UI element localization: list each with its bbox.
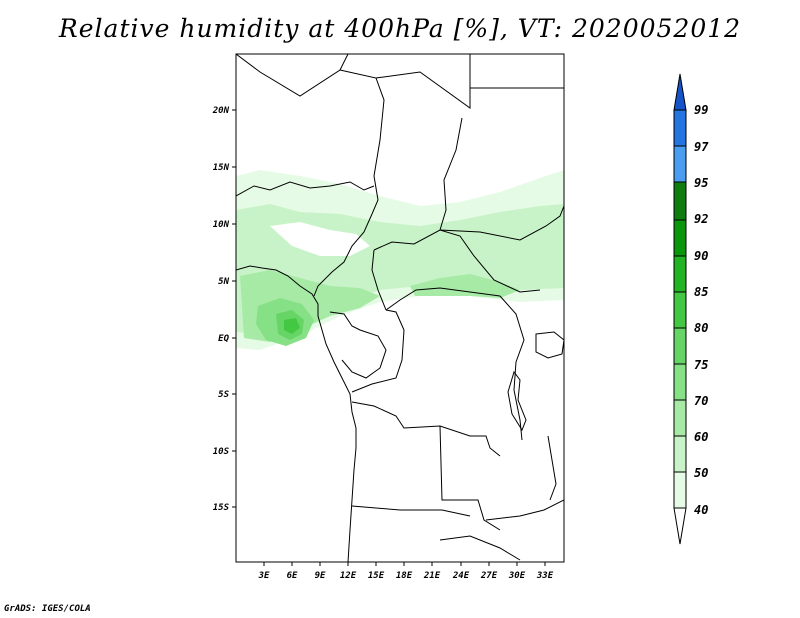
lon-label-21e: 21E <box>423 571 441 581</box>
lon-label-9e: 9E <box>315 571 326 581</box>
lon-label-30e: 30E <box>508 571 526 581</box>
colorbar-label-99: 99 <box>694 103 708 117</box>
map-frame <box>235 53 565 563</box>
colorbar-bottom-triangle <box>673 507 687 545</box>
lon-label-3e: 3E <box>258 571 270 581</box>
border-congo-drc <box>351 309 405 393</box>
lon-label-12e: 12E <box>340 571 357 581</box>
colorbar-swatch-90-92 <box>673 219 687 257</box>
lon-label-18e: 18E <box>396 571 413 581</box>
border-angola-drc <box>351 401 501 457</box>
border-angola-namibia <box>351 505 471 517</box>
border-nigeria-cameroon <box>313 213 373 297</box>
border-libya-sudan <box>375 54 471 109</box>
colorbar-swatch-75-80 <box>673 327 687 365</box>
lat-label-20n: 20N <box>212 106 230 116</box>
border-zambia-mozambique <box>485 499 564 521</box>
rh-region-white-gap <box>270 222 370 256</box>
latitude-axis <box>232 109 236 508</box>
lon-label-33e: 33E <box>536 571 554 581</box>
colorbar-top-triangle <box>673 73 687 111</box>
lon-label-27e: 27E <box>480 571 498 581</box>
colorbar-label-40: 40 <box>694 503 708 517</box>
colorbar-swatch-50-60 <box>673 435 687 473</box>
colorbar-label-60: 60 <box>694 430 708 444</box>
border-chad-car <box>373 229 541 293</box>
colorbar-label-80: 80 <box>694 321 708 335</box>
coastline-west-africa <box>236 265 357 562</box>
lake-victoria <box>535 331 564 359</box>
colorbar-label-75: 75 <box>694 358 708 372</box>
lat-label-15n: 15N <box>213 163 230 173</box>
longitude-axis <box>263 562 546 566</box>
lon-label-24e: 24E <box>452 571 470 581</box>
colorbar-label-85: 85 <box>694 285 708 299</box>
colorbar-label-97: 97 <box>694 140 709 154</box>
colorbar-swatch-80-85 <box>673 291 687 329</box>
lake-malawi <box>547 435 557 501</box>
border-drc-east <box>499 295 525 441</box>
border-zimbabwe <box>439 535 521 561</box>
map-title: Relative humidity at 400hPa [%], VT: 202… <box>58 14 742 43</box>
rh-region-east-band <box>410 274 520 298</box>
rh-region-80-85 <box>284 318 300 334</box>
colorbar-label-90: 90 <box>694 249 708 263</box>
lat-label-eq: EQ <box>218 334 229 344</box>
lake-tanganyika <box>507 370 527 432</box>
grads-credit: GrADS: IGES/COLA <box>4 604 91 614</box>
lon-label-15e: 15E <box>368 571 385 581</box>
lat-label-5s: 5S <box>218 390 229 400</box>
border-algeria-niger <box>236 54 349 97</box>
lat-label-10n: 10N <box>213 220 230 230</box>
lat-label-10s: 10S <box>213 447 230 457</box>
colorbar-label-92: 92 <box>694 212 708 226</box>
border-nigeria-north <box>236 181 375 197</box>
colorbar-swatch-70-75 <box>673 363 687 401</box>
colorbar-swatch-60-70 <box>673 399 687 437</box>
country-borders <box>236 54 564 562</box>
colorbar-swatch-92-95 <box>673 181 687 221</box>
lon-label-6e: 6E <box>287 571 298 581</box>
colorbar-swatch-97-99 <box>673 109 687 147</box>
border-car-drc <box>385 287 501 311</box>
colorbar-label-50: 50 <box>694 466 708 480</box>
lat-label-5n: 5N <box>218 277 229 287</box>
lat-label-15s: 15S <box>213 503 230 513</box>
colorbar-swatch-40-50 <box>673 471 687 509</box>
border-angola-zambia <box>439 425 501 531</box>
colorbar <box>673 73 687 545</box>
colorbar-swatch-85-90 <box>673 255 687 293</box>
border-chad-sudan <box>439 117 463 231</box>
colorbar-swatch-95-97 <box>673 145 687 183</box>
border-cameroon-car <box>371 249 387 311</box>
colorbar-label-70: 70 <box>694 394 708 408</box>
border-south-sudan <box>439 205 564 241</box>
colorbar-label-95: 95 <box>694 176 708 190</box>
border-congo-gabon <box>329 311 387 379</box>
humidity-field <box>236 170 564 350</box>
